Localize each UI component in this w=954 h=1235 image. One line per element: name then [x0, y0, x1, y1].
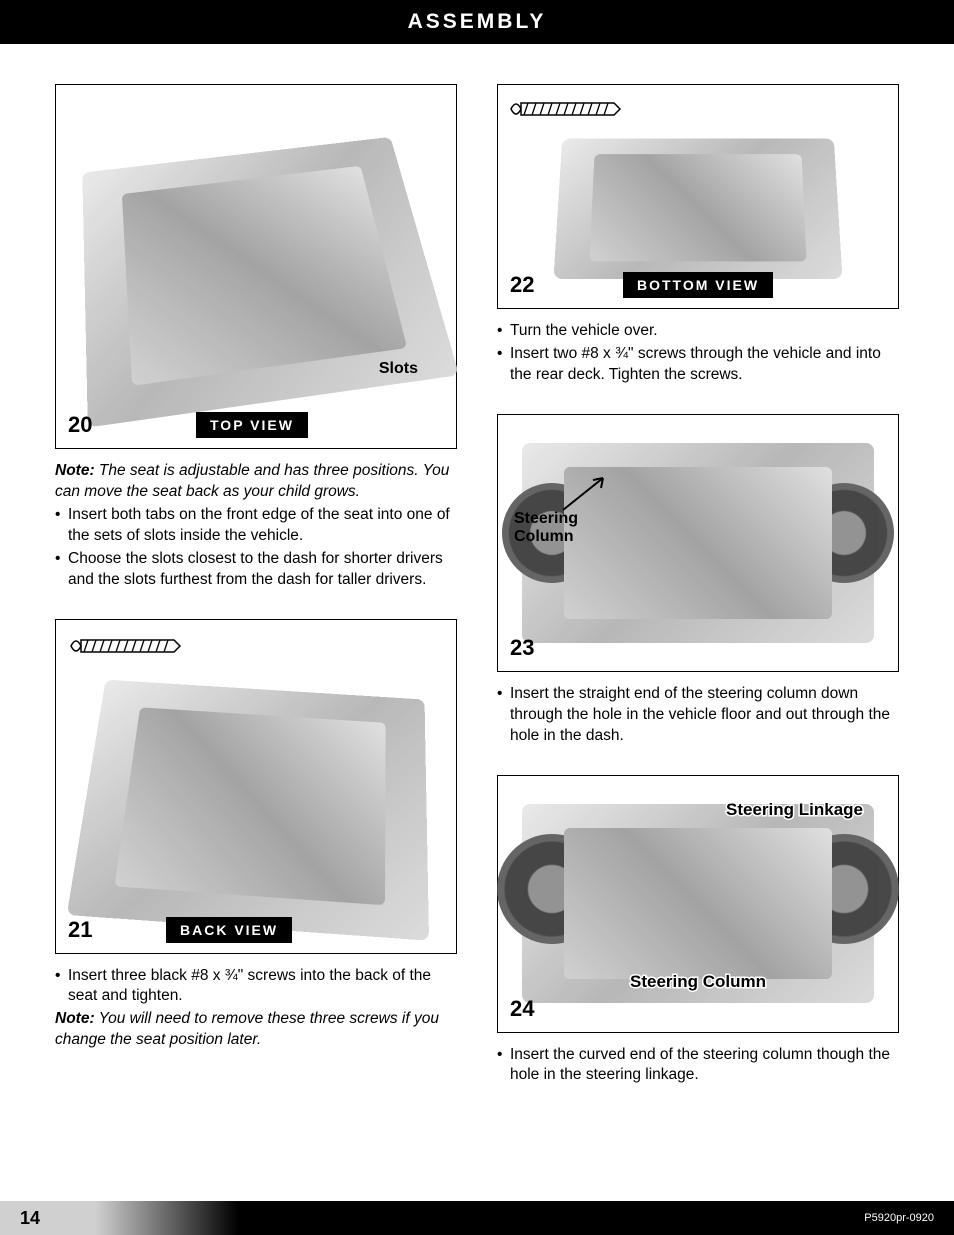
list-item: Insert both tabs on the front edge of th… [55, 505, 457, 547]
page-header: ASSEMBLY [0, 0, 954, 44]
step-number-22: 22 [510, 272, 534, 298]
view-label-top: TOP VIEW [196, 412, 308, 438]
content-area: Slots 20 TOP VIEW Note: The seat is adju… [0, 44, 954, 1114]
page-number: 14 [20, 1208, 40, 1229]
callout-steering-linkage: Steering Linkage [726, 800, 863, 820]
figure-21-illustration [56, 620, 456, 953]
right-column: 22 BOTTOM VIEW Turn the vehicle over. In… [497, 84, 899, 1114]
figure-20-illustration [56, 85, 456, 448]
step-21-instructions: Insert three black #8 x ¾" screws into t… [55, 966, 457, 1052]
step-number-20: 20 [68, 412, 92, 438]
figure-22: 22 BOTTOM VIEW [497, 84, 899, 309]
callout-slots: Slots [379, 360, 418, 378]
step-24-instructions: Insert the curved end of the steering co… [497, 1045, 899, 1087]
step-20-bullets: Insert both tabs on the front edge of th… [55, 505, 457, 591]
step-21-bullets: Insert three black #8 x ¾" screws into t… [55, 966, 457, 1008]
step-number-24: 24 [510, 996, 534, 1022]
list-item: Insert the curved end of the steering co… [497, 1045, 899, 1087]
list-item: Insert two #8 x ¾" screws through the ve… [497, 344, 899, 386]
callout-steering-column: Steering Column [514, 510, 578, 547]
view-label-back: BACK VIEW [166, 917, 292, 943]
callout-steering-column: Steering Column [630, 972, 766, 992]
note-label: Note: [55, 462, 95, 479]
figure-21: 21 BACK VIEW [55, 619, 457, 954]
step-number-23: 23 [510, 635, 534, 661]
step-24-bullets: Insert the curved end of the steering co… [497, 1045, 899, 1087]
left-column: Slots 20 TOP VIEW Note: The seat is adju… [55, 84, 457, 1114]
step-20-instructions: Note: The seat is adjustable and has thr… [55, 461, 457, 591]
step-number-21: 21 [68, 917, 92, 943]
arrow-icon [558, 470, 618, 515]
figure-23: Steering Column 23 [497, 414, 899, 672]
list-item: Insert the straight end of the steering … [497, 684, 899, 747]
step-20-note: Note: The seat is adjustable and has thr… [55, 461, 457, 503]
step-23-instructions: Insert the straight end of the steering … [497, 684, 899, 747]
note-label: Note: [55, 1010, 95, 1027]
figure-20: Slots 20 TOP VIEW [55, 84, 457, 449]
step-21-note: Note: You will need to remove these thre… [55, 1009, 457, 1051]
callout-line2: Column [514, 528, 578, 546]
document-code: P5920pr-0920 [864, 1212, 934, 1224]
list-item: Insert three black #8 x ¾" screws into t… [55, 966, 457, 1008]
note-text: You will need to remove these three scre… [55, 1010, 439, 1048]
step-22-instructions: Turn the vehicle over. Insert two #8 x ¾… [497, 321, 899, 386]
note-text: The seat is adjustable and has three pos… [55, 462, 449, 500]
step-23-bullets: Insert the straight end of the steering … [497, 684, 899, 747]
step-22-bullets: Turn the vehicle over. Insert two #8 x ¾… [497, 321, 899, 386]
list-item: Turn the vehicle over. [497, 321, 899, 342]
figure-24: Steering Linkage Steering Column 24 [497, 775, 899, 1033]
view-label-bottom: BOTTOM VIEW [623, 272, 773, 298]
page-footer: 14 P5920pr-0920 [0, 1201, 954, 1235]
list-item: Choose the slots closest to the dash for… [55, 549, 457, 591]
